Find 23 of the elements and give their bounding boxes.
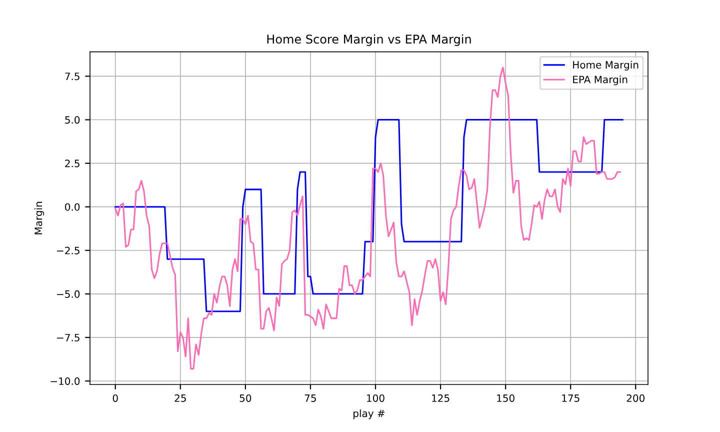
x-tick-label: 0: [112, 394, 118, 402]
x-tick-label: 50: [240, 394, 252, 402]
x-tick-label: 200: [626, 394, 645, 402]
y-tick-label: −7.5: [57, 334, 80, 342]
y-tick-label: −2.5: [57, 246, 80, 254]
y-tick-label: 2.5: [65, 160, 80, 168]
y-axis-title: Margin: [34, 202, 44, 234]
y-tick-label: 0.0: [65, 203, 80, 211]
legend-label: Home Margin: [573, 60, 638, 71]
x-tick-label: 25: [174, 394, 186, 402]
x-tick-label: 75: [304, 394, 316, 402]
y-tick-label: 5.0: [65, 116, 80, 124]
x-tick-label: 175: [562, 394, 580, 402]
chart-title: Home Score Margin vs EPA Margin: [267, 34, 471, 46]
y-tick-label: −5.0: [57, 290, 80, 298]
y-tick-label: 7.5: [65, 72, 80, 80]
x-tick-label: 125: [432, 394, 450, 402]
x-axis-title: play #: [354, 409, 385, 420]
x-tick-label: 100: [367, 394, 384, 402]
legend-label: EPA Margin: [573, 76, 628, 86]
y-tick-label: −10.0: [50, 377, 80, 385]
line-series: [114, 118, 624, 312]
x-tick-label: 150: [497, 394, 514, 402]
